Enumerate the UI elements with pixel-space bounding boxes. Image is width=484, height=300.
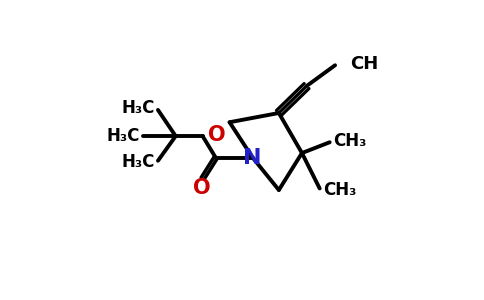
Text: H₃C: H₃C <box>121 99 155 117</box>
Text: N: N <box>243 148 262 168</box>
Text: CH: CH <box>350 55 378 73</box>
Text: H₃C: H₃C <box>106 127 139 145</box>
Text: CH₃: CH₃ <box>323 181 357 199</box>
Text: O: O <box>208 124 226 145</box>
Text: CH₃: CH₃ <box>333 133 367 151</box>
Text: H₃C: H₃C <box>121 153 155 171</box>
Text: O: O <box>193 178 211 199</box>
